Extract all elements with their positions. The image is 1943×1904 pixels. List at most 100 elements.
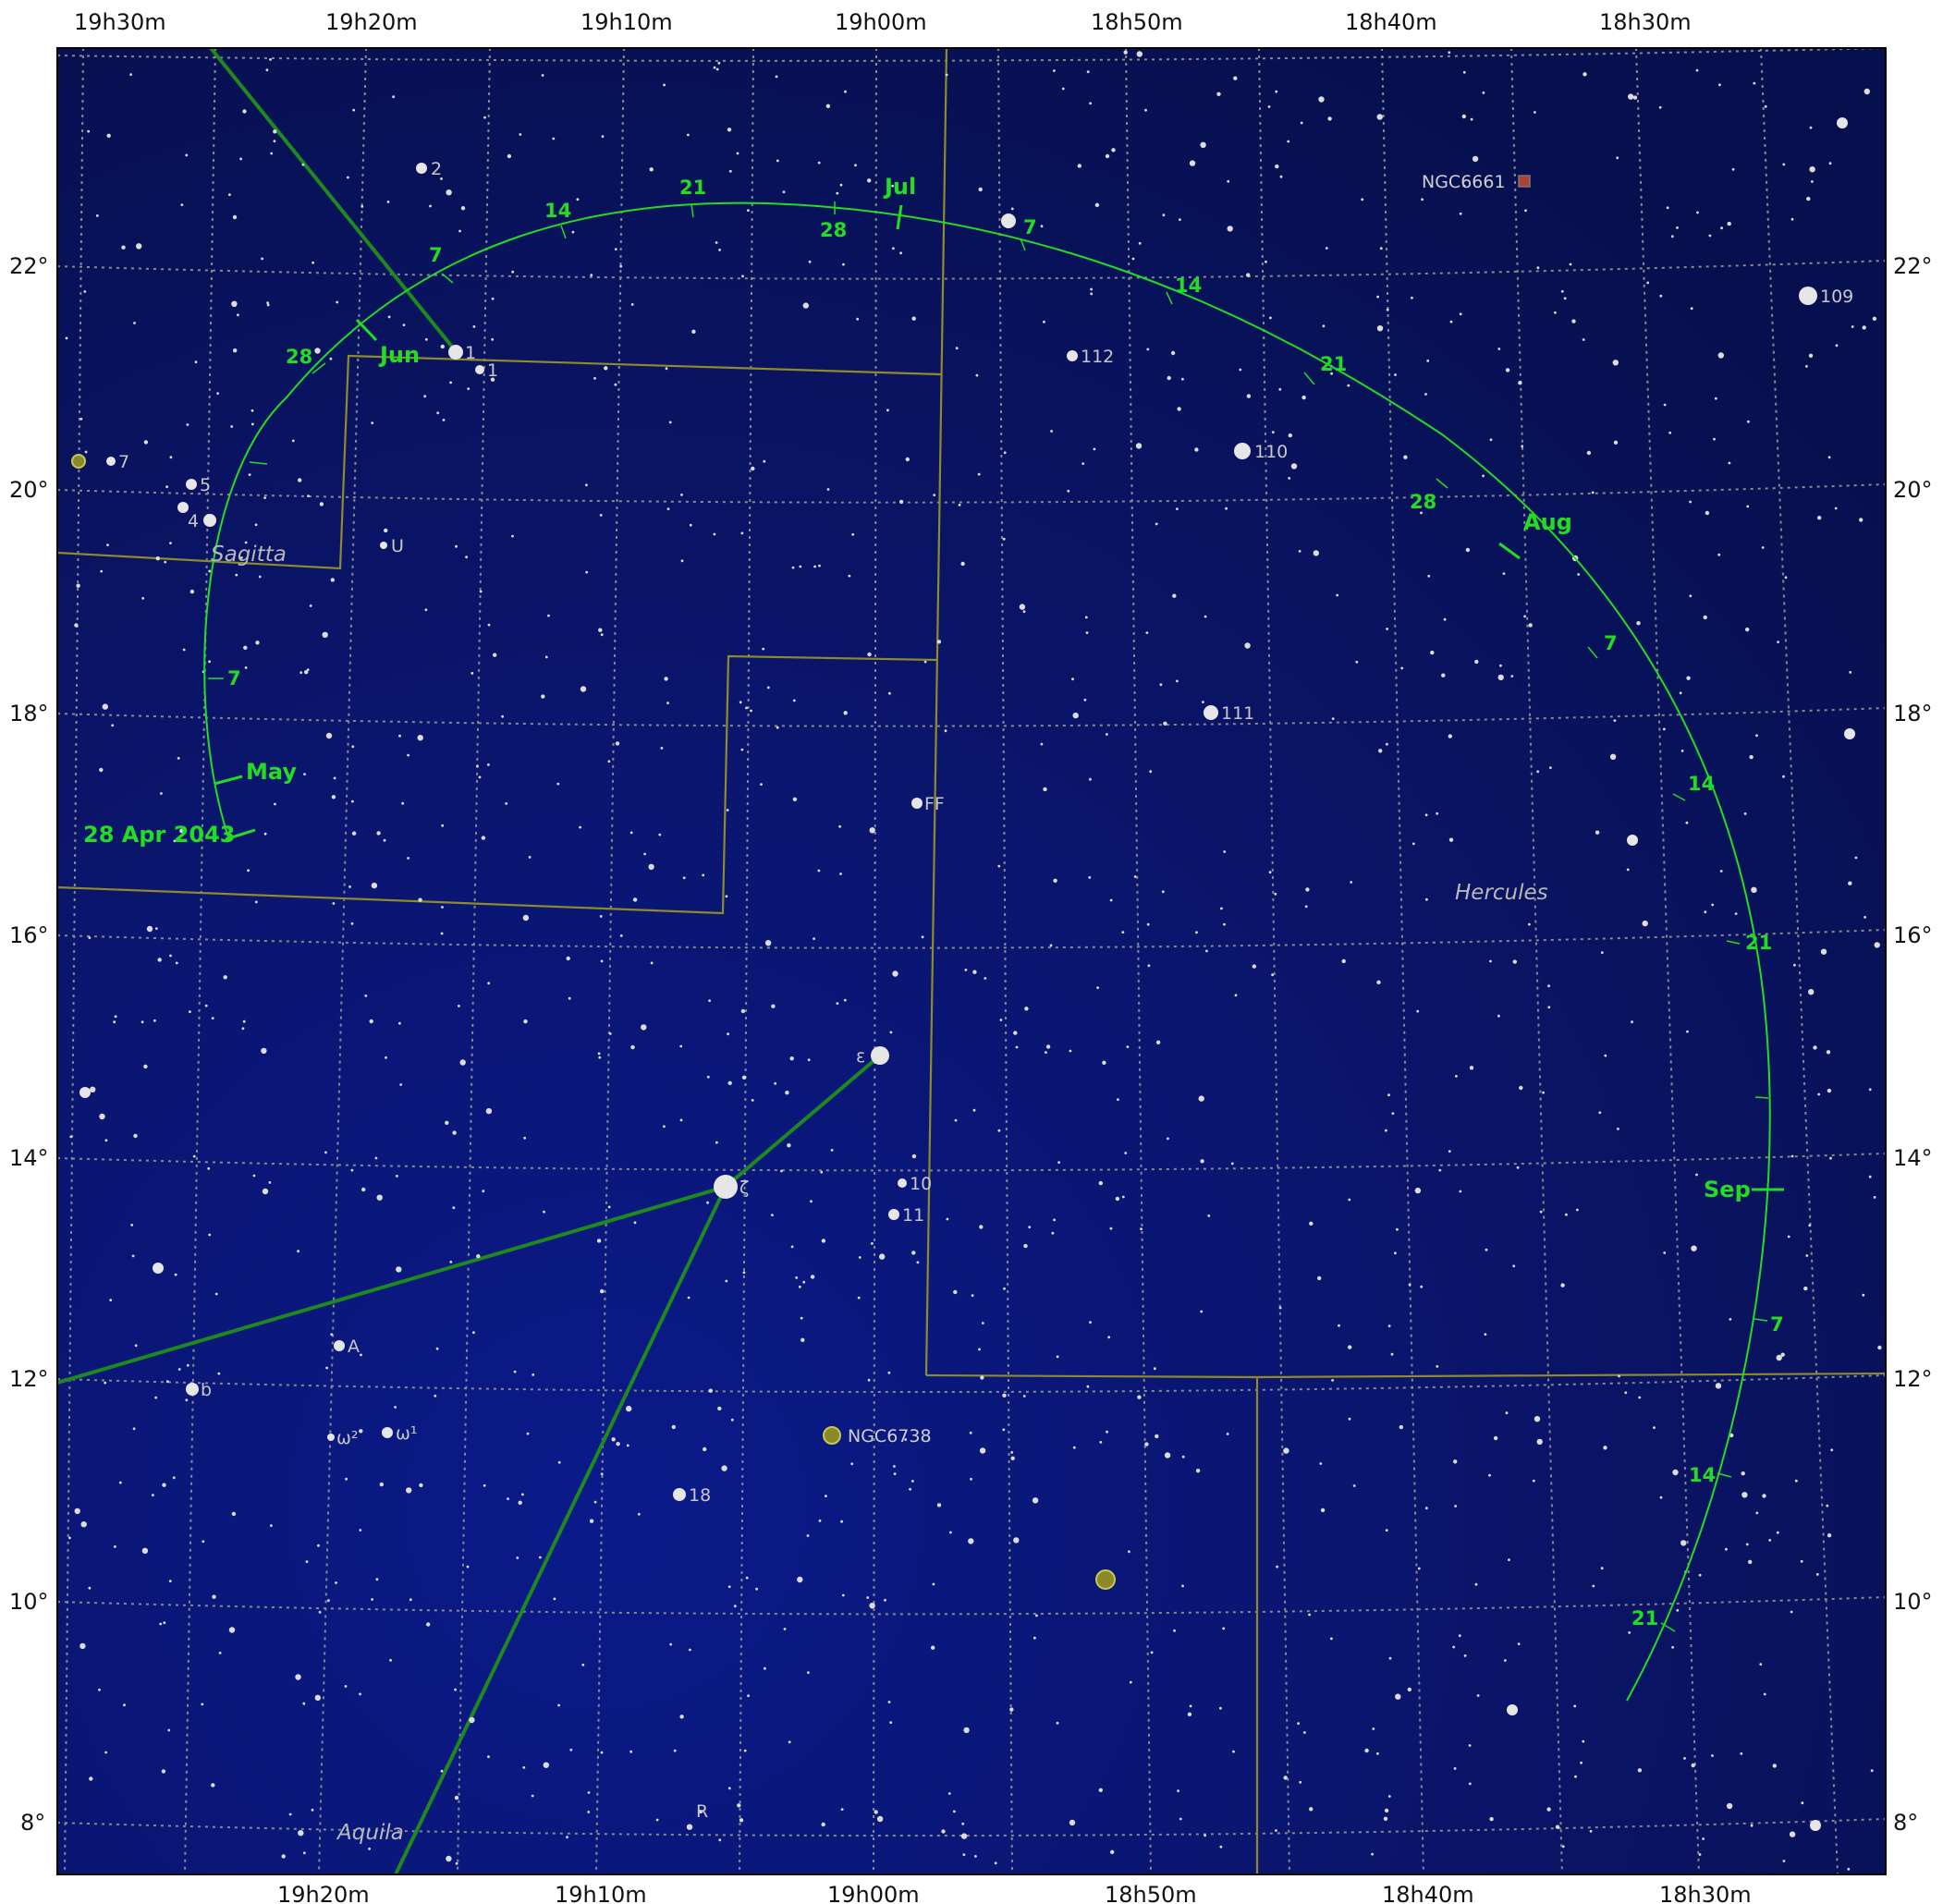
field-star — [1518, 381, 1522, 385]
field-star — [1299, 1780, 1302, 1784]
field-star — [472, 1331, 475, 1335]
field-star — [152, 1494, 154, 1496]
field-star — [905, 457, 910, 462]
field-star — [121, 245, 126, 250]
field-star — [1121, 1195, 1125, 1199]
field-star — [1227, 226, 1233, 232]
field-star — [1149, 770, 1153, 774]
field-star — [611, 1437, 616, 1442]
field-star — [1569, 262, 1572, 266]
field-star — [851, 532, 855, 536]
field-star — [838, 824, 841, 828]
field-star — [718, 1838, 722, 1842]
field-star — [1181, 1455, 1185, 1459]
field-star — [1573, 1704, 1577, 1708]
field-star — [1711, 903, 1715, 907]
field-star — [1715, 1383, 1722, 1389]
field-star — [175, 961, 178, 965]
field-star — [235, 573, 238, 577]
field-star — [1848, 881, 1852, 885]
field-star — [483, 116, 486, 119]
field-star — [893, 1472, 897, 1475]
field-star — [543, 1762, 549, 1768]
field-star — [1336, 593, 1339, 597]
field-star — [1013, 1031, 1018, 1035]
field-star — [1088, 876, 1092, 879]
field-star — [182, 648, 186, 652]
field-star — [1505, 368, 1510, 372]
field-star — [1532, 1479, 1535, 1483]
field-star — [523, 1019, 528, 1024]
field-star — [386, 201, 390, 203]
field-star — [100, 569, 104, 573]
field-star — [687, 133, 690, 137]
field-star — [1098, 1180, 1104, 1186]
field-star — [1449, 320, 1453, 323]
field-star — [1267, 105, 1271, 108]
field-star — [791, 566, 795, 569]
field-star — [626, 1444, 629, 1447]
field-star — [351, 745, 355, 749]
field-star — [1458, 1634, 1461, 1638]
field-star — [1348, 1417, 1351, 1421]
field-star — [141, 1547, 149, 1555]
field-star — [1090, 287, 1093, 291]
field-star — [679, 1715, 684, 1719]
comet-month-ticks — [214, 204, 1784, 1191]
field-star — [531, 1794, 534, 1798]
field-star — [911, 316, 916, 321]
stick-zeta-west — [57, 1185, 727, 1385]
field-star — [1436, 812, 1439, 815]
field-star — [180, 203, 184, 207]
field-star — [1430, 650, 1435, 655]
field-star — [886, 409, 889, 412]
field-star — [955, 347, 959, 350]
field-star — [270, 1524, 273, 1527]
field-star — [76, 583, 80, 588]
field-star — [1646, 281, 1650, 285]
field-star — [1789, 1831, 1796, 1837]
field-star — [360, 1353, 362, 1357]
field-star — [348, 885, 351, 888]
field-star — [941, 1829, 946, 1834]
field-star — [233, 348, 238, 353]
field-star — [553, 1597, 556, 1601]
label-star-110: 110 — [1254, 442, 1288, 462]
field-star — [1472, 155, 1479, 163]
field-star — [1061, 87, 1065, 91]
field-star — [167, 1728, 171, 1732]
field-star — [302, 1702, 306, 1705]
field-star — [1155, 1434, 1159, 1439]
field-star — [375, 1578, 379, 1581]
field-star — [1297, 1722, 1300, 1725]
field-star — [1420, 511, 1423, 515]
field-star — [843, 711, 848, 715]
field-star — [174, 1273, 177, 1276]
field-star — [311, 1808, 314, 1812]
field-star — [330, 578, 335, 582]
field-star — [291, 439, 295, 443]
field-star — [1081, 462, 1085, 465]
field-star — [608, 1032, 612, 1035]
field-star — [1574, 1775, 1577, 1778]
field-star — [774, 1081, 777, 1085]
field-star — [134, 1344, 138, 1348]
field-star — [569, 1748, 573, 1751]
field-star — [962, 1853, 966, 1856]
field-star — [1283, 1776, 1288, 1780]
label-star-10: 10 — [910, 1174, 932, 1194]
field-star — [869, 827, 875, 834]
field-star — [1053, 69, 1056, 72]
field-star — [1099, 1441, 1103, 1444]
field-star — [1489, 959, 1492, 963]
field-star — [1754, 889, 1757, 893]
field-star — [1028, 1226, 1032, 1228]
field-star — [1371, 1852, 1374, 1856]
field-star — [1204, 615, 1207, 618]
field-star — [727, 1787, 731, 1790]
field-star — [228, 193, 231, 197]
field-star — [1849, 671, 1852, 674]
star-zeta — [714, 1175, 738, 1199]
field-star — [691, 329, 696, 334]
field-star — [898, 499, 904, 505]
